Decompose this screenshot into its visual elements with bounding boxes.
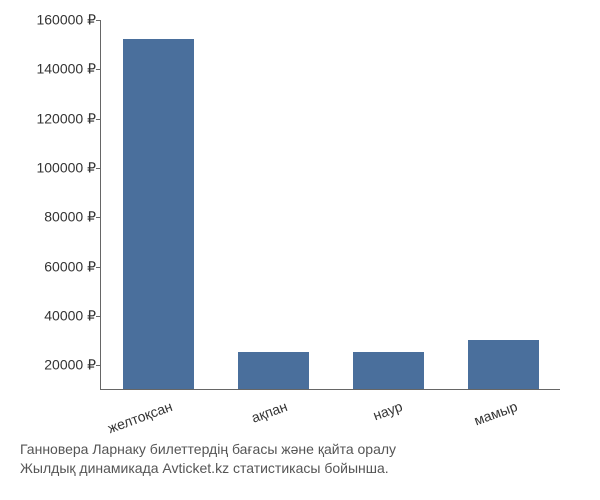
chart-plot-area: 20000 ₽40000 ₽60000 ₽80000 ₽100000 ₽1200… (100, 20, 560, 390)
y-tick-mark (96, 267, 101, 268)
y-tick-mark (96, 217, 101, 218)
y-tick-label: 80000 ₽ (11, 209, 96, 226)
chart-bar (238, 352, 309, 389)
caption-line-1: Ганновера Ларнаку билеттердің бағасы жән… (20, 440, 590, 459)
y-tick-mark (96, 119, 101, 120)
y-tick-mark (96, 365, 101, 366)
y-tick-label: 120000 ₽ (11, 110, 96, 127)
chart-caption: Ганновера Ларнаку билеттердің бағасы жән… (20, 440, 590, 478)
y-tick-label: 160000 ₽ (11, 12, 96, 29)
y-tick-mark (96, 168, 101, 169)
y-tick-label: 60000 ₽ (11, 258, 96, 275)
y-tick-mark (96, 69, 101, 70)
chart-bar (353, 352, 424, 389)
y-tick-mark (96, 316, 101, 317)
y-tick-label: 40000 ₽ (11, 308, 96, 325)
chart-bar (468, 340, 539, 389)
y-tick-label: 100000 ₽ (11, 160, 96, 177)
chart-bar (123, 39, 194, 389)
y-tick-mark (96, 20, 101, 21)
caption-line-2: Жылдық динамикада Avticket.kz статистика… (20, 459, 590, 478)
y-tick-label: 20000 ₽ (11, 357, 96, 374)
y-tick-label: 140000 ₽ (11, 61, 96, 78)
